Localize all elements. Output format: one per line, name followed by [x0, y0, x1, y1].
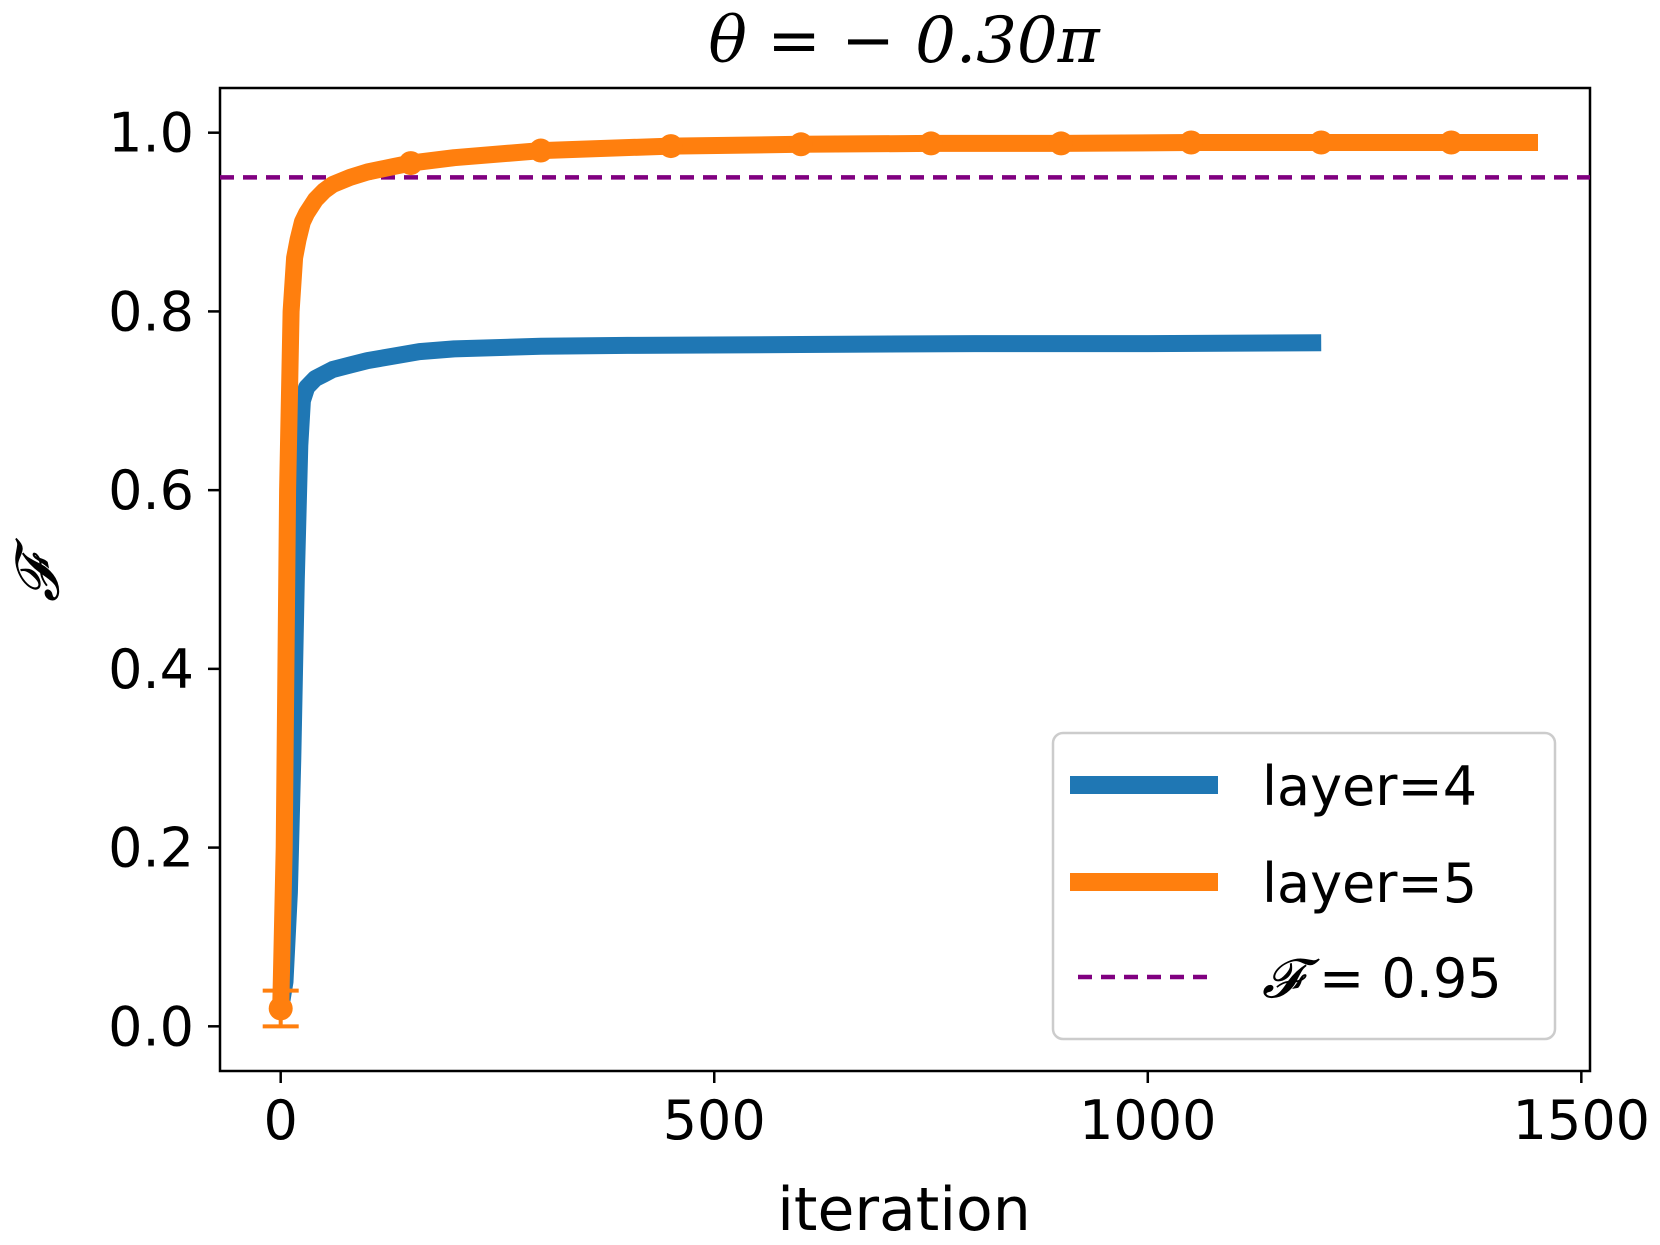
series-marker-layer5: [398, 151, 423, 176]
chart-title: θ = − 0.30π: [708, 4, 1100, 78]
x-axis: 0 500 1000 1500: [264, 1071, 1650, 1152]
series-marker-layer5: [919, 131, 944, 156]
y-tick-label: 0.2: [108, 817, 194, 880]
y-tick-label: 0.0: [108, 995, 194, 1058]
y-axis: 0.0 0.2 0.4 0.6 0.8 1.0: [108, 102, 220, 1058]
x-axis-title: iteration: [777, 1175, 1030, 1245]
series-marker-layer5: [268, 996, 293, 1021]
series-marker-layer5: [658, 134, 683, 159]
y-axis-title: 𝓕: [3, 537, 73, 602]
plot-area: [218, 86, 1592, 1073]
x-tick-label: 1000: [1079, 1089, 1216, 1152]
legend-label-threshold-value: = 0.95: [1302, 947, 1502, 1010]
legend: layer=4 layer=5 𝓕 = 0.95: [1051, 731, 1557, 1041]
series-marker-layer5: [788, 132, 813, 157]
x-tick-label: 1500: [1513, 1089, 1650, 1152]
series-line-layer4: [272, 334, 1322, 1010]
series-layer: [220, 130, 1590, 1029]
series-marker-layer5: [1439, 130, 1464, 155]
y-tick-label: 0.8: [108, 280, 194, 343]
series-marker-layer5: [1179, 130, 1204, 155]
legend-box: [1051, 731, 1557, 1041]
x-tick-label: 500: [663, 1089, 766, 1152]
x-tick-label: 0: [264, 1089, 298, 1152]
series-marker-layer5: [1049, 131, 1074, 156]
series-marker-layer5: [1309, 130, 1334, 155]
y-tick-label: 0.4: [108, 638, 194, 701]
legend-label-threshold: 𝓕 = 0.95: [1262, 947, 1502, 1010]
y-tick-label: 0.6: [108, 459, 194, 522]
legend-label-layer4: layer=4: [1262, 755, 1477, 818]
series-marker-layer5: [528, 138, 553, 163]
legend-label-layer5: layer=5: [1262, 852, 1477, 915]
y-tick-label: 1.0: [108, 102, 194, 165]
